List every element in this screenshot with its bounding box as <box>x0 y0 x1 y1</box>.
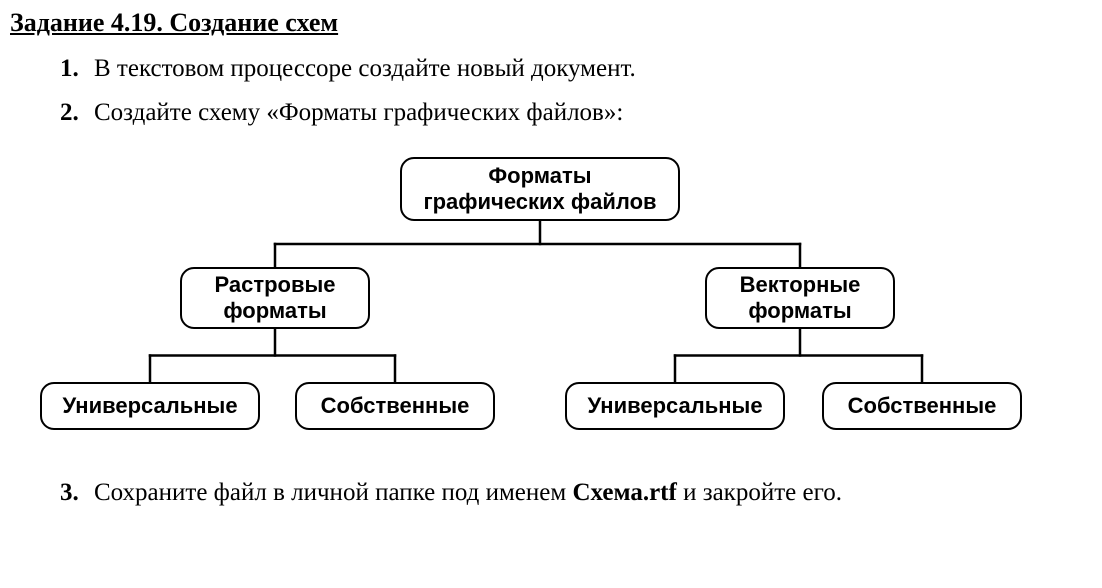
tree-node-r_uni: Универсальные <box>40 382 260 430</box>
list-item: 3. Сохраните файл в личной папке под име… <box>60 476 1092 510</box>
tree-node-v_own: Собственные <box>822 382 1022 430</box>
hierarchy-diagram: Форматыграфических файлов Растровыеформат… <box>10 152 1070 452</box>
filename-bold: Схема.rtf <box>572 479 676 506</box>
list-number: 2. <box>60 96 94 130</box>
list-text-after: и закройте его. <box>677 479 842 506</box>
task-list-continued: 3. Сохраните файл в личной папке под име… <box>10 476 1092 510</box>
tree-node-raster: Растровыеформаты <box>180 267 370 329</box>
task-list: 1. В текстовом процессоре создайте новый… <box>10 52 1092 130</box>
list-text: Создайте схему «Форматы графических файл… <box>94 96 1092 130</box>
list-item: 1. В текстовом процессоре создайте новый… <box>60 52 1092 86</box>
list-text: Сохраните файл в личной папке под именем… <box>94 476 1092 510</box>
tree-node-root: Форматыграфических файлов <box>400 157 680 221</box>
list-number: 1. <box>60 52 94 86</box>
task-heading: Задание 4.19. Создание схем <box>10 8 1092 38</box>
tree-node-vector: Векторныеформаты <box>705 267 895 329</box>
list-item: 2. Создайте схему «Форматы графических ф… <box>60 96 1092 130</box>
tree-node-r_own: Собственные <box>295 382 495 430</box>
list-text: В текстовом процессоре создайте новый до… <box>94 52 1092 86</box>
tree-node-v_uni: Универсальные <box>565 382 785 430</box>
list-number: 3. <box>60 476 94 510</box>
list-text-before: Сохраните файл в личной папке под именем <box>94 479 572 506</box>
